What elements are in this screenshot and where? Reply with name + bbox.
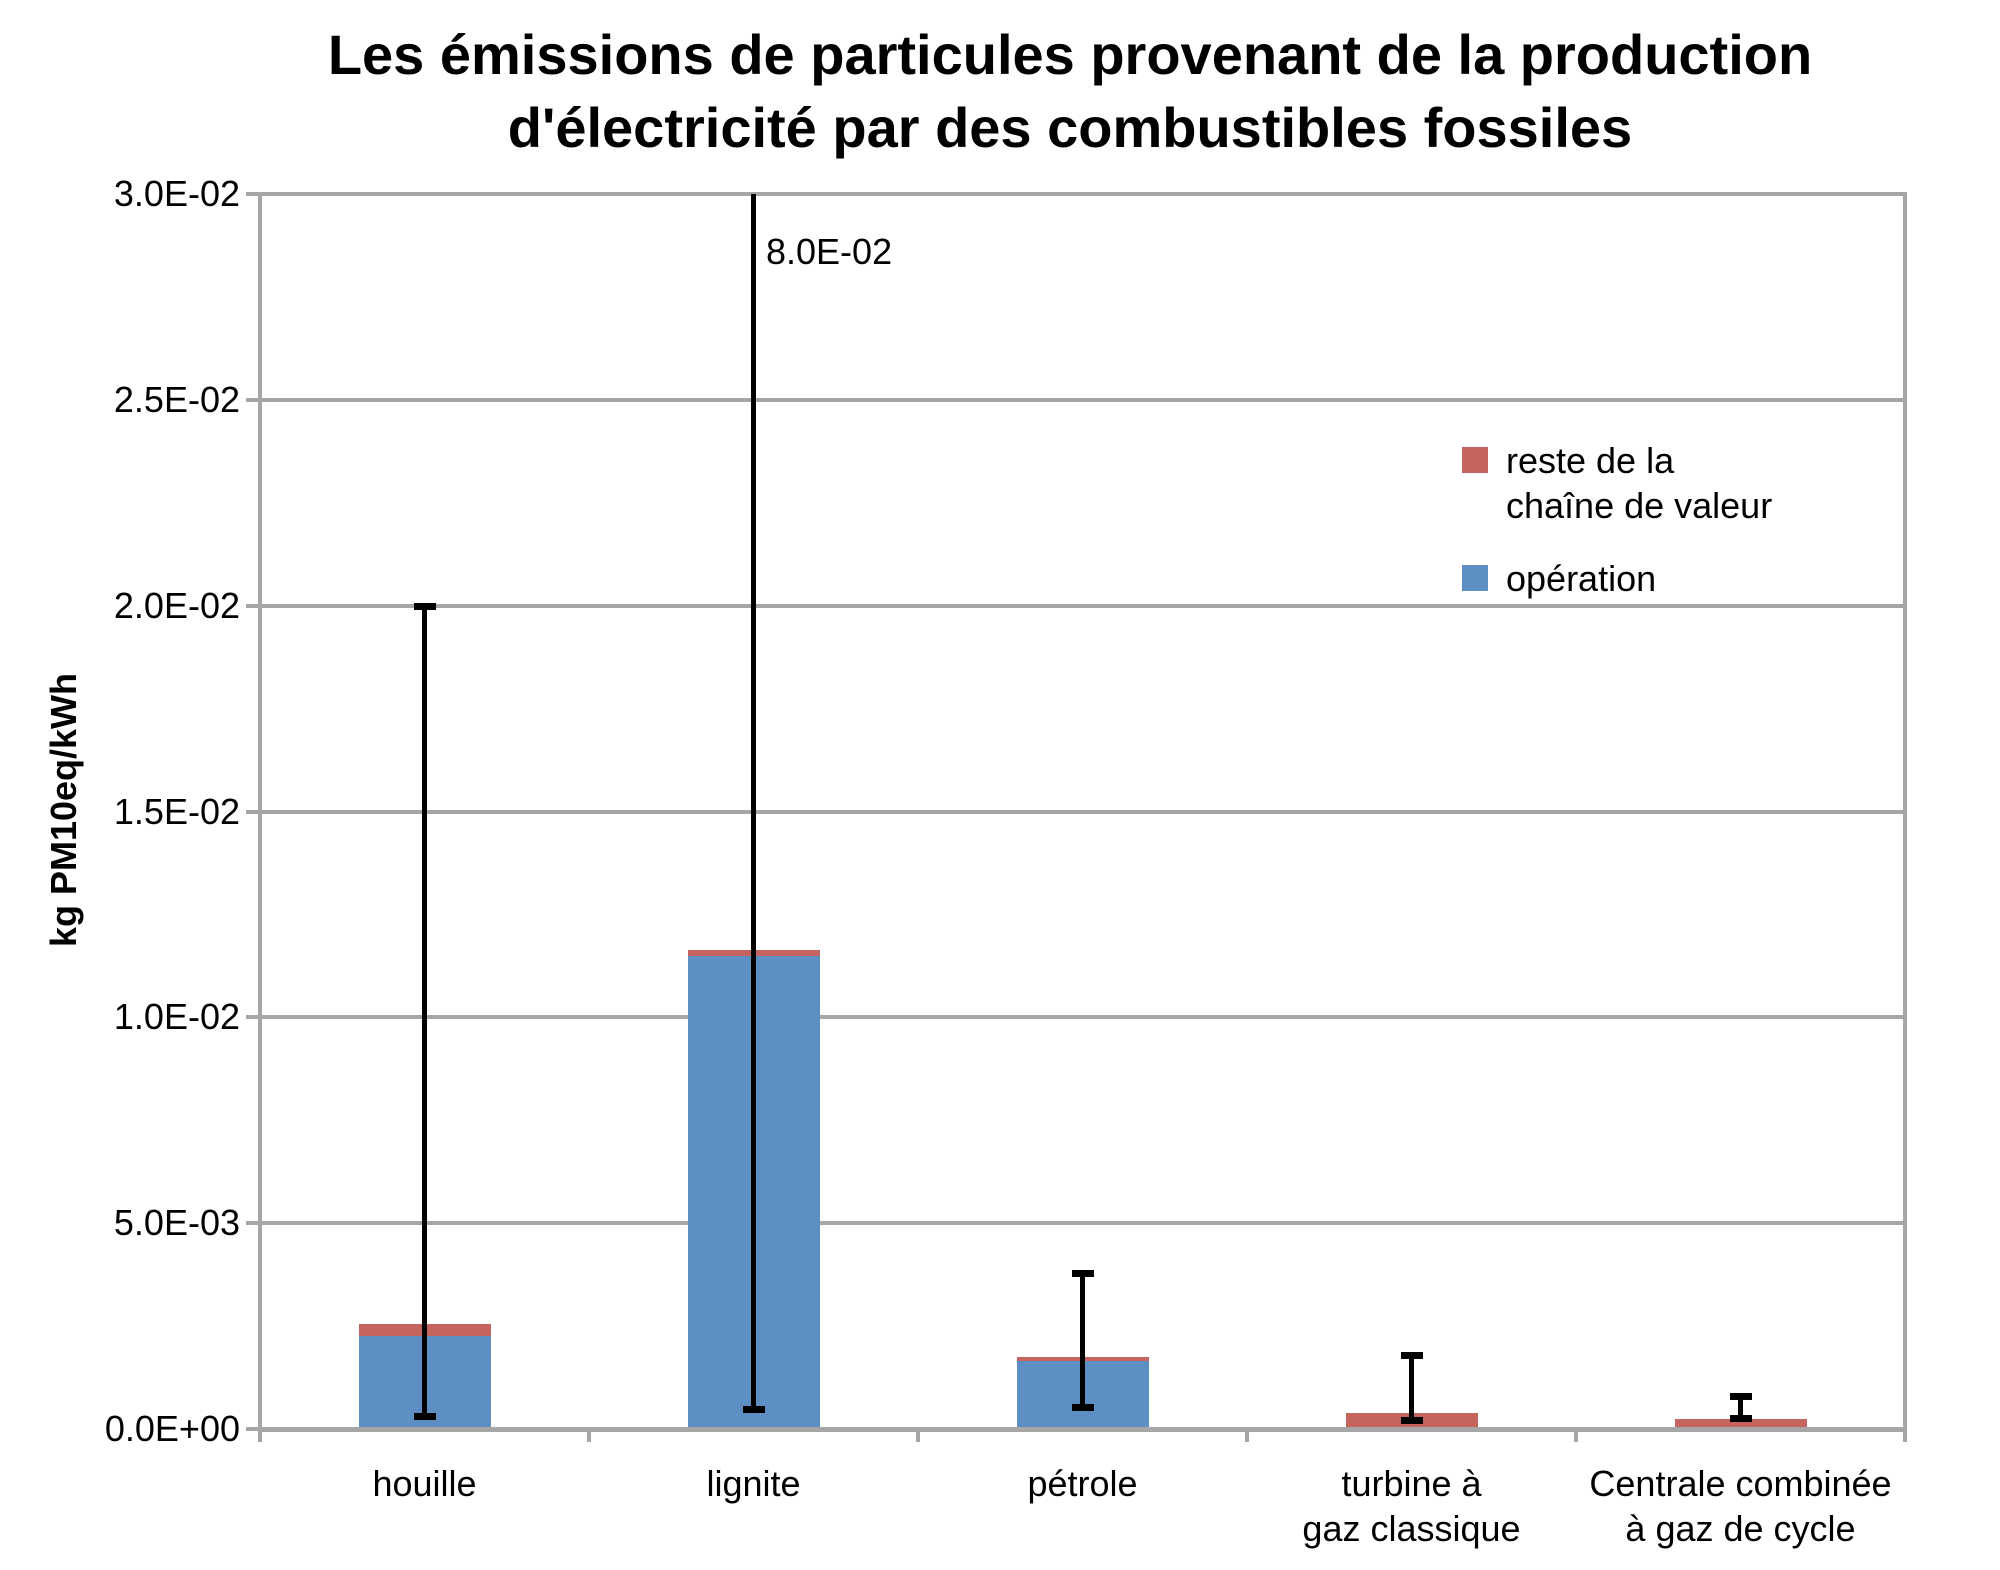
x-category-label-line: houille xyxy=(372,1463,477,1504)
y-axis-tick xyxy=(246,192,260,196)
gridline xyxy=(260,1015,1905,1020)
gridline xyxy=(260,397,1905,402)
gridline xyxy=(260,192,1905,196)
y-tick-label: 2.5E-02 xyxy=(113,378,240,420)
y-tick-label: 3.0E-02 xyxy=(113,173,240,214)
x-category-label-line: à gaz de cycle xyxy=(1625,1508,1856,1549)
x-axis-tick xyxy=(587,1429,591,1442)
plot-right-border xyxy=(1903,192,1907,1431)
error-bar-cap-low xyxy=(1400,1416,1423,1424)
chart-title: Les émissions de particules provenant de… xyxy=(140,18,2000,164)
y-tick-label: 1.0E-02 xyxy=(113,996,240,1038)
error-bar-line xyxy=(422,605,427,1417)
x-category-label: houille xyxy=(215,1461,635,1506)
error-bar-line xyxy=(1738,1396,1743,1420)
error-bar-cap-low xyxy=(1071,1404,1094,1412)
gridline xyxy=(260,603,1905,608)
x-category-label: turbine à gaz classique xyxy=(1202,1461,1622,1551)
x-axis-tick xyxy=(916,1429,920,1442)
x-category-label-line: Centrale combinée xyxy=(1589,1463,1892,1504)
legend-label-reste: reste de la chaîne de valeur xyxy=(1506,440,1773,526)
y-axis-tick xyxy=(246,1221,260,1226)
y-tick-label: 1.5E-02 xyxy=(113,790,240,832)
x-category-label: pétrole xyxy=(873,1461,1293,1506)
legend-swatch-reste-icon xyxy=(1462,447,1488,473)
legend-item-reste: reste de la chaîne de valeur xyxy=(1462,438,1791,528)
y-axis-tick xyxy=(246,603,260,608)
error-bar-cap-low xyxy=(742,1406,765,1414)
x-axis-tick xyxy=(1245,1429,1249,1442)
legend: reste de la chaîne de valeur opération xyxy=(1462,438,1791,629)
x-category-label-line: lignite xyxy=(706,1463,801,1504)
legend-swatch-operation-icon xyxy=(1462,565,1488,591)
error-bar-cap-high xyxy=(1400,1351,1423,1359)
x-category-label-line: pétrole xyxy=(1027,1463,1138,1504)
x-category-label: lignite xyxy=(544,1461,964,1506)
x-category-label: Centrale combinée à gaz de cycle xyxy=(1531,1461,1951,1551)
error-bar-cap-high xyxy=(1729,1393,1752,1401)
error-bar-cap-high xyxy=(1071,1269,1094,1277)
error-bar-line xyxy=(1080,1272,1085,1409)
error-bar-cap-low xyxy=(1729,1415,1752,1423)
y-tick-label: 2.0E-02 xyxy=(113,584,240,626)
y-axis-line xyxy=(258,192,262,1431)
x-category-label-line: turbine à xyxy=(1341,1463,1482,1504)
legend-item-operation: opération xyxy=(1462,556,1791,601)
y-tick-label: 5.0E-03 xyxy=(113,1202,240,1244)
error-bar-cap-high xyxy=(413,602,436,610)
chart-title-line1: Les émissions de particules provenant de… xyxy=(327,23,1813,86)
legend-label-operation: opération xyxy=(1506,558,1657,599)
error-bar-value-annotation: 8.0E-02 xyxy=(766,231,893,272)
y-axis-tick xyxy=(246,809,260,814)
y-axis-tick xyxy=(246,1015,260,1020)
plot-area: 8.0E-02 0.0E+00 5.0E-03 1.0E-02 1.5E-02 2.0E… xyxy=(105,173,1907,1549)
y-tick-label: 0.0E+00 xyxy=(104,1408,240,1449)
y-axis-tick xyxy=(246,1427,260,1431)
y-axis-tick xyxy=(246,397,260,402)
chart-title-line2: d'électricité par des combustibles fossi… xyxy=(507,96,1633,159)
error-bar-cap-low xyxy=(413,1412,436,1420)
error-bar-line xyxy=(751,194,756,1411)
gridline xyxy=(260,809,1905,814)
x-axis-tick xyxy=(1574,1429,1578,1442)
gridline xyxy=(260,1221,1905,1226)
x-axis-line xyxy=(258,1427,1907,1432)
bar-segment-reste xyxy=(1674,1419,1807,1429)
error-bar-line xyxy=(1409,1354,1414,1421)
x-axis-tick xyxy=(258,1429,262,1442)
x-category-label-line: gaz classique xyxy=(1302,1508,1521,1549)
x-axis-tick xyxy=(1903,1429,1907,1442)
